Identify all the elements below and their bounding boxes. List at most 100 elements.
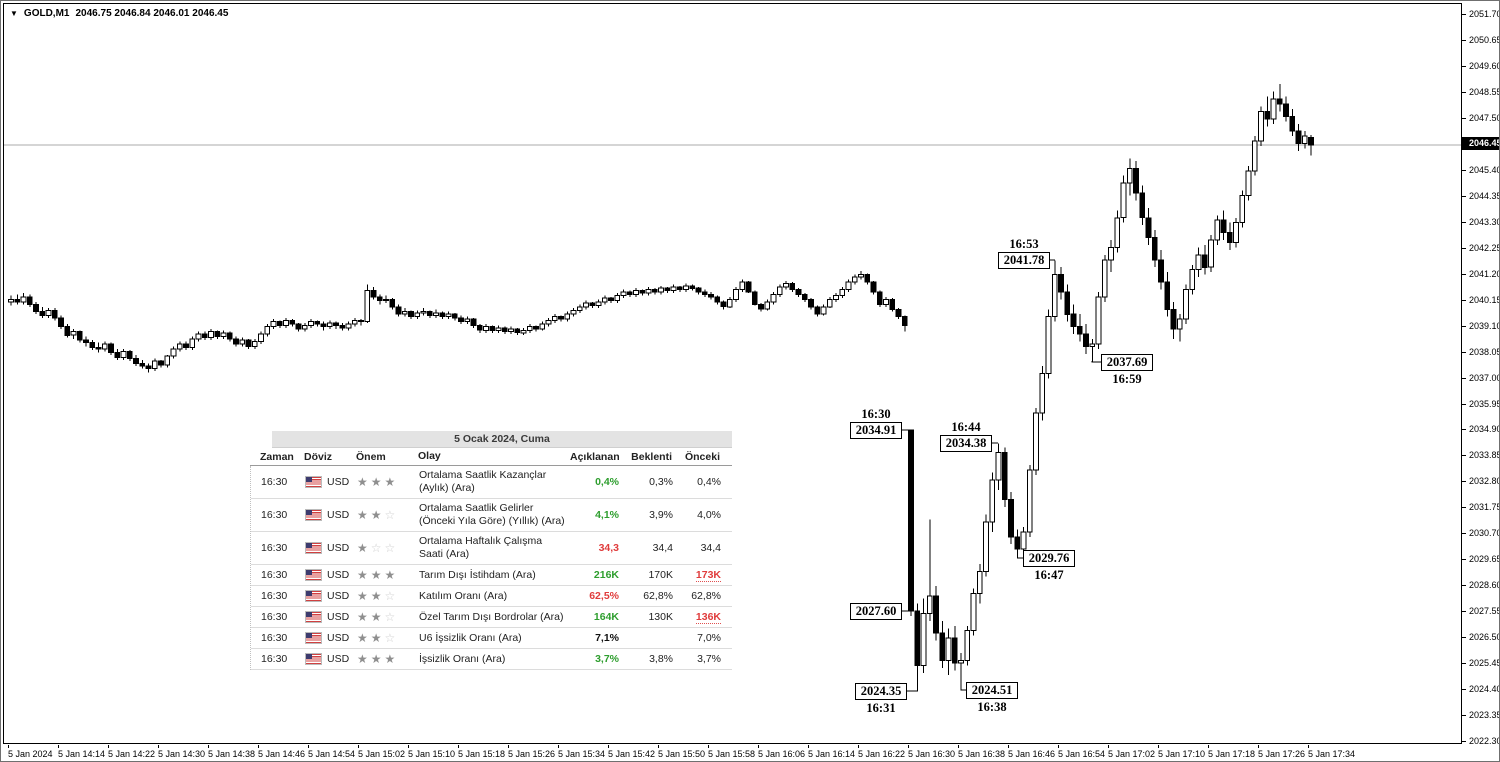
- time-axis-tick: [208, 745, 209, 748]
- time-axis-label: 5 Jan 14:46: [258, 749, 306, 759]
- calendar-event-row: 16:30 USD ★ ★ ☆ U6 İşsizlik Oranı (Ara) 7,1% 7,…: [251, 628, 732, 649]
- previous-revised-value: 136K: [695, 610, 721, 624]
- time-axis-label: 5 Jan 15:50: [658, 749, 706, 759]
- price-annotation: 16:53 2041.78: [998, 237, 1050, 269]
- time-axis-label: 5 Jan 15:58: [708, 749, 756, 759]
- event-time: 16:30: [261, 569, 288, 581]
- price-axis-label: 2038.05: [1469, 346, 1500, 357]
- us-flag-icon: [305, 509, 322, 521]
- price-axis-label: 2044.35: [1469, 190, 1500, 201]
- calendar-column-header: Önceki: [684, 450, 720, 463]
- event-forecast: 62,8%: [643, 590, 673, 602]
- event-currency: USD: [299, 653, 357, 665]
- importance-star-filled-icon: ★: [370, 475, 382, 489]
- importance-star-filled-icon: ★: [384, 475, 396, 489]
- price-axis-label: 2032.80: [1469, 476, 1500, 487]
- importance-star-empty-icon: ☆: [384, 541, 396, 555]
- importance-star-filled-icon: ★: [357, 652, 368, 666]
- price-axis-label: 2028.60: [1469, 580, 1500, 591]
- event-actual: 3,7%: [595, 653, 619, 665]
- time-axis-label: 5 Jan 17:10: [1158, 749, 1206, 759]
- candlestick-chart[interactable]: [4, 4, 1461, 743]
- time-axis-label: 5 Jan 16:30: [908, 749, 956, 759]
- price-axis-tick: [1462, 715, 1466, 716]
- time-axis-label: 5 Jan 15:18: [458, 749, 506, 759]
- event-importance: ★ ★ ☆: [357, 610, 419, 624]
- price-axis-label: 2031.75: [1469, 502, 1500, 513]
- event-previous: 34,4: [700, 542, 721, 554]
- price-axis-tick: [1462, 455, 1466, 457]
- importance-star-empty-icon: ☆: [384, 508, 396, 522]
- calendar-rows: 16:30 USD ★ ★ ★ Ortalama Saatlik Kazançlar (A…: [250, 466, 732, 670]
- time-axis[interactable]: 5 Jan 2024 5 Jan 14:14 5 Jan 14:22 5 Jan 14…: [3, 745, 1462, 761]
- event-previous: 7,0%: [697, 632, 721, 644]
- importance-star-filled-icon: ★: [370, 589, 382, 603]
- time-axis-label: 5 Jan 14:30: [158, 749, 206, 759]
- time-axis-tick: [1108, 745, 1109, 748]
- importance-star-filled-icon: ★: [370, 568, 382, 582]
- time-axis-tick: [658, 745, 659, 748]
- price-axis-label: 2023.35: [1469, 710, 1500, 720]
- importance-star-filled-icon: ★: [357, 589, 368, 603]
- annotation-price-label: 2034.38: [940, 435, 992, 452]
- event-previous: 136K: [681, 611, 729, 624]
- price-axis-tick: [1462, 429, 1466, 431]
- time-axis-tick: [758, 745, 759, 748]
- price-axis-label: 2043.30: [1469, 216, 1500, 227]
- price-axis-tick: [1462, 351, 1466, 353]
- calendar-column-header: Olay: [418, 450, 441, 462]
- chart-title[interactable]: ▼ GOLD,M1 2046.75 2046.84 2046.01 2046.4…: [10, 8, 228, 19]
- importance-star-filled-icon: ★: [370, 652, 382, 666]
- time-axis-tick: [1208, 745, 1209, 748]
- price-annotation: 2037.69 16:59: [1101, 354, 1153, 386]
- chart-plot-area[interactable]: ▼ GOLD,M1 2046.75 2046.84 2046.01 2046.4…: [3, 3, 1462, 744]
- time-axis-tick: [158, 745, 159, 748]
- event-name: İşsizlik Oranı (Ara): [419, 652, 506, 665]
- price-axis-label: 2048.55: [1469, 86, 1500, 97]
- price-annotation: 2029.76 16:47: [1023, 550, 1075, 582]
- price-axis-tick: [1462, 507, 1466, 509]
- price-axis[interactable]: 2051.70 2050.65 2049.60 2048.55 2047.50 2046.…: [1462, 3, 1500, 746]
- event-importance: ★ ☆ ☆: [357, 541, 419, 555]
- price-axis-label: 2040.15: [1469, 294, 1500, 305]
- time-axis-tick: [1258, 745, 1259, 748]
- event-importance: ★ ★ ★: [357, 652, 419, 666]
- event-actual: 216K: [593, 569, 619, 581]
- chart-symbol-timeframe: GOLD,M1: [23, 8, 70, 19]
- event-time: 16:30: [261, 590, 288, 602]
- time-axis-tick: [458, 745, 459, 748]
- annotation-price-label: 2024.51: [966, 682, 1018, 699]
- time-axis-tick: [508, 745, 509, 748]
- event-importance: ★ ★ ☆: [357, 508, 419, 522]
- calendar-column-header: Döviz: [304, 450, 333, 463]
- price-axis-tick: [1462, 325, 1466, 327]
- price-axis-label: 2050.65: [1469, 35, 1500, 45]
- event-time: 16:30: [261, 611, 288, 623]
- event-name: Tarım Dışı İstihdam (Ara): [419, 568, 536, 581]
- event-importance: ★ ★ ★: [357, 475, 419, 489]
- time-axis-label: 5 Jan 15:26: [508, 749, 556, 759]
- price-axis-tick: [1462, 663, 1466, 665]
- importance-star-empty-icon: ☆: [384, 610, 396, 624]
- annotation-price-label: 2037.69: [1101, 354, 1153, 371]
- price-annotation: 16:30 2034.91: [850, 407, 902, 439]
- time-axis-label: 5 Jan 15:10: [408, 749, 456, 759]
- time-axis-label: 5 Jan 14:14: [58, 749, 106, 759]
- time-axis-label: 5 Jan 2024: [8, 749, 53, 759]
- chart-dropdown-icon[interactable]: ▼: [10, 8, 18, 18]
- event-forecast: 34,4: [652, 542, 673, 554]
- price-axis-label: 2037.00: [1469, 372, 1500, 383]
- event-previous: 0,4%: [697, 476, 721, 488]
- calendar-event-row: 16:30 USD ★ ★ ★ Tarım Dışı İstihdam (Ara) 216K…: [251, 565, 732, 586]
- time-axis-label: 5 Jan 16:14: [808, 749, 856, 759]
- importance-star-filled-icon: ★: [357, 541, 368, 555]
- us-flag-icon: [305, 653, 322, 665]
- economic-calendar-panel[interactable]: 5 Ocak 2024, Cuma Zaman Döviz Önem Olay Açık…: [250, 431, 732, 670]
- time-axis-label: 5 Jan 14:54: [308, 749, 356, 759]
- event-actual: 7,1%: [595, 632, 619, 644]
- time-axis-label: 5 Jan 16:22: [858, 749, 906, 759]
- importance-star-filled-icon: ★: [370, 508, 382, 522]
- time-axis-label: 5 Jan 17:34: [1308, 749, 1356, 759]
- event-time: 16:30: [261, 476, 288, 488]
